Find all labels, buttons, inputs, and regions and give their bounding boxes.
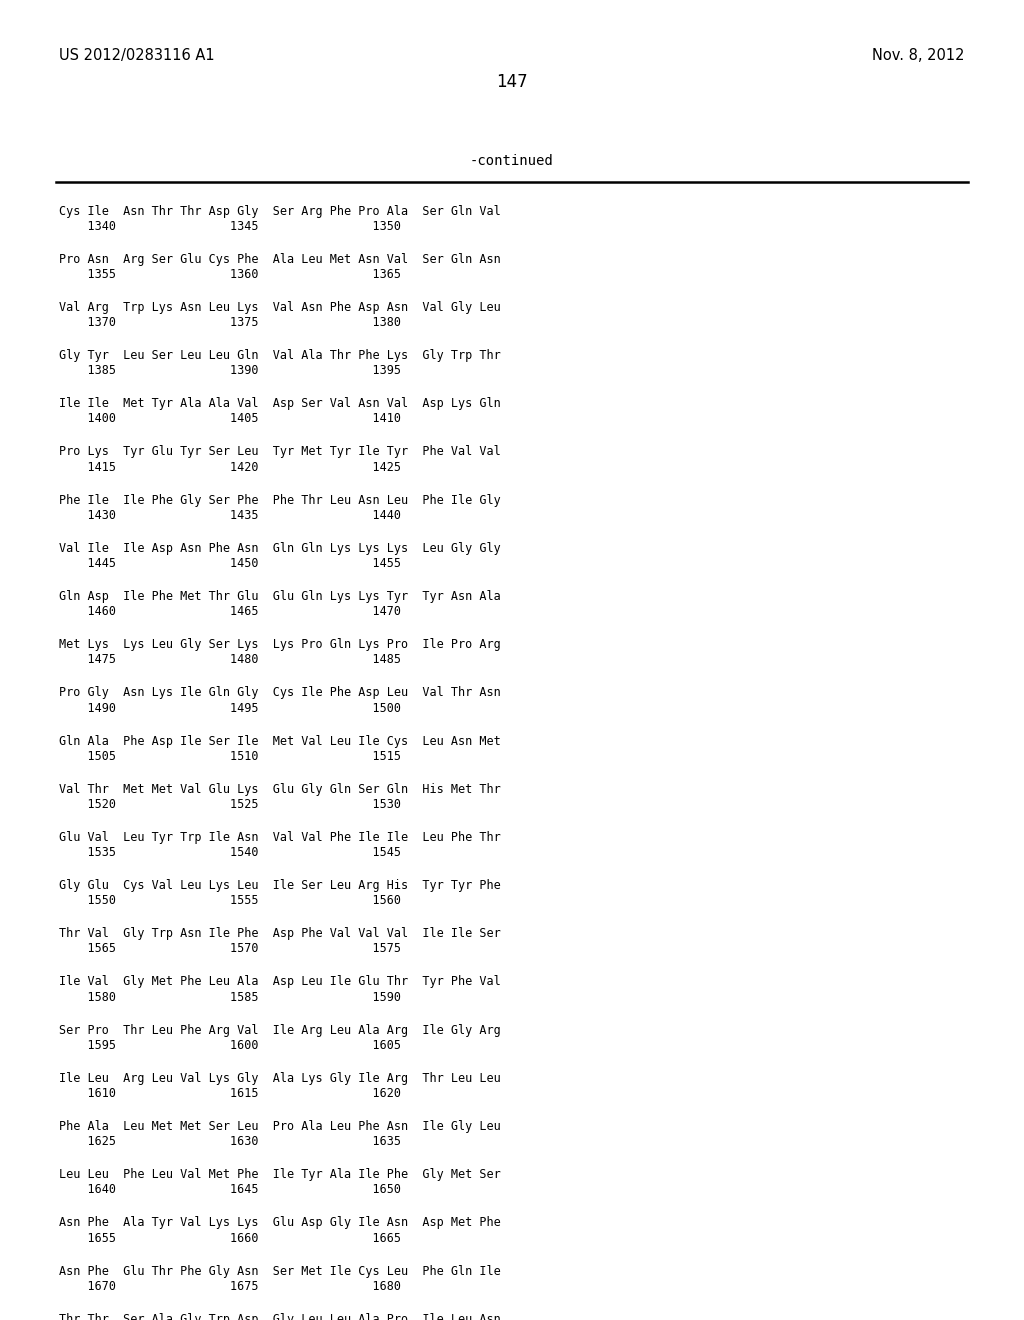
Text: 1460                1465                1470: 1460 1465 1470 (59, 605, 401, 618)
Text: Pro Gly  Asn Lys Ile Gln Gly  Cys Ile Phe Asp Leu  Val Thr Asn: Pro Gly Asn Lys Ile Gln Gly Cys Ile Phe … (59, 686, 501, 700)
Text: Ile Leu  Arg Leu Val Lys Gly  Ala Lys Gly Ile Arg  Thr Leu Leu: Ile Leu Arg Leu Val Lys Gly Ala Lys Gly … (59, 1072, 501, 1085)
Text: 1445                1450                1455: 1445 1450 1455 (59, 557, 401, 570)
Text: Asn Phe  Ala Tyr Val Lys Lys  Glu Asp Gly Ile Asn  Asp Met Phe: Asn Phe Ala Tyr Val Lys Lys Glu Asp Gly … (59, 1217, 501, 1229)
Text: 1355                1360                1365: 1355 1360 1365 (59, 268, 401, 281)
Text: Ser Pro  Thr Leu Phe Arg Val  Ile Arg Leu Ala Arg  Ile Gly Arg: Ser Pro Thr Leu Phe Arg Val Ile Arg Leu … (59, 1024, 501, 1036)
Text: US 2012/0283116 A1: US 2012/0283116 A1 (59, 48, 215, 63)
Text: Asn Phe  Glu Thr Phe Gly Asn  Ser Met Ile Cys Leu  Phe Gln Ile: Asn Phe Glu Thr Phe Gly Asn Ser Met Ile … (59, 1265, 501, 1278)
Text: Cys Ile  Asn Thr Thr Asp Gly  Ser Arg Phe Pro Ala  Ser Gln Val: Cys Ile Asn Thr Thr Asp Gly Ser Arg Phe … (59, 205, 501, 218)
Text: Phe Ile  Ile Phe Gly Ser Phe  Phe Thr Leu Asn Leu  Phe Ile Gly: Phe Ile Ile Phe Gly Ser Phe Phe Thr Leu … (59, 494, 501, 507)
Text: Phe Ala  Leu Met Met Ser Leu  Pro Ala Leu Phe Asn  Ile Gly Leu: Phe Ala Leu Met Met Ser Leu Pro Ala Leu … (59, 1119, 501, 1133)
Text: 1490                1495                1500: 1490 1495 1500 (59, 702, 401, 714)
Text: Ile Val  Gly Met Phe Leu Ala  Asp Leu Ile Glu Thr  Tyr Phe Val: Ile Val Gly Met Phe Leu Ala Asp Leu Ile … (59, 975, 501, 989)
Text: Gly Tyr  Leu Ser Leu Leu Gln  Val Ala Thr Phe Lys  Gly Trp Thr: Gly Tyr Leu Ser Leu Leu Gln Val Ala Thr … (59, 348, 501, 362)
Text: Ile Ile  Met Tyr Ala Ala Val  Asp Ser Val Asn Val  Asp Lys Gln: Ile Ile Met Tyr Ala Ala Val Asp Ser Val … (59, 397, 501, 411)
Text: Gln Ala  Phe Asp Ile Ser Ile  Met Val Leu Ile Cys  Leu Asn Met: Gln Ala Phe Asp Ile Ser Ile Met Val Leu … (59, 734, 501, 747)
Text: 1670                1675                1680: 1670 1675 1680 (59, 1279, 401, 1292)
Text: 1640                1645                1650: 1640 1645 1650 (59, 1183, 401, 1196)
Text: 1385                1390                1395: 1385 1390 1395 (59, 364, 401, 378)
Text: 1610                1615                1620: 1610 1615 1620 (59, 1086, 401, 1100)
Text: 1340                1345                1350: 1340 1345 1350 (59, 219, 401, 232)
Text: 1520                1525                1530: 1520 1525 1530 (59, 797, 401, 810)
Text: 1580                1585                1590: 1580 1585 1590 (59, 990, 401, 1003)
Text: Pro Asn  Arg Ser Glu Cys Phe  Ala Leu Met Asn Val  Ser Gln Asn: Pro Asn Arg Ser Glu Cys Phe Ala Leu Met … (59, 253, 501, 265)
Text: 1400                1405                1410: 1400 1405 1410 (59, 412, 401, 425)
Text: Gln Asp  Ile Phe Met Thr Glu  Glu Gln Lys Lys Tyr  Tyr Asn Ala: Gln Asp Ile Phe Met Thr Glu Glu Gln Lys … (59, 590, 501, 603)
Text: Val Arg  Trp Lys Asn Leu Lys  Val Asn Phe Asp Asn  Val Gly Leu: Val Arg Trp Lys Asn Leu Lys Val Asn Phe … (59, 301, 501, 314)
Text: Met Lys  Lys Leu Gly Ser Lys  Lys Pro Gln Lys Pro  Ile Pro Arg: Met Lys Lys Leu Gly Ser Lys Lys Pro Gln … (59, 639, 501, 651)
Text: 1565                1570                1575: 1565 1570 1575 (59, 942, 401, 956)
Text: Gly Glu  Cys Val Leu Lys Leu  Ile Ser Leu Arg His  Tyr Tyr Phe: Gly Glu Cys Val Leu Lys Leu Ile Ser Leu … (59, 879, 501, 892)
Text: 1655                1660                1665: 1655 1660 1665 (59, 1232, 401, 1245)
Text: 1370                1375                1380: 1370 1375 1380 (59, 315, 401, 329)
Text: 1550                1555                1560: 1550 1555 1560 (59, 895, 401, 907)
Text: -continued: -continued (470, 154, 554, 168)
Text: 1430                1435                1440: 1430 1435 1440 (59, 508, 401, 521)
Text: Nov. 8, 2012: Nov. 8, 2012 (872, 48, 965, 63)
Text: 1625                1630                1635: 1625 1630 1635 (59, 1135, 401, 1148)
Text: 147: 147 (497, 73, 527, 91)
Text: 1475                1480                1485: 1475 1480 1485 (59, 653, 401, 667)
Text: 1595                1600                1605: 1595 1600 1605 (59, 1039, 401, 1052)
Text: Val Ile  Ile Asp Asn Phe Asn  Gln Gln Lys Lys Lys  Leu Gly Gly: Val Ile Ile Asp Asn Phe Asn Gln Gln Lys … (59, 543, 501, 554)
Text: Thr Val  Gly Trp Asn Ile Phe  Asp Phe Val Val Val  Ile Ile Ser: Thr Val Gly Trp Asn Ile Phe Asp Phe Val … (59, 927, 501, 940)
Text: Thr Thr  Ser Ala Gly Trp Asp  Gly Leu Leu Ala Pro  Ile Leu Asn: Thr Thr Ser Ala Gly Trp Asp Gly Leu Leu … (59, 1312, 501, 1320)
Text: Val Thr  Met Met Val Glu Lys  Glu Gly Gln Ser Gln  His Met Thr: Val Thr Met Met Val Glu Lys Glu Gly Gln … (59, 783, 501, 796)
Text: 1535                1540                1545: 1535 1540 1545 (59, 846, 401, 859)
Text: Glu Val  Leu Tyr Trp Ile Asn  Val Val Phe Ile Ile  Leu Phe Thr: Glu Val Leu Tyr Trp Ile Asn Val Val Phe … (59, 832, 501, 843)
Text: 1505                1510                1515: 1505 1510 1515 (59, 750, 401, 763)
Text: Pro Lys  Tyr Glu Tyr Ser Leu  Tyr Met Tyr Ile Tyr  Phe Val Val: Pro Lys Tyr Glu Tyr Ser Leu Tyr Met Tyr … (59, 446, 501, 458)
Text: Leu Leu  Phe Leu Val Met Phe  Ile Tyr Ala Ile Phe  Gly Met Ser: Leu Leu Phe Leu Val Met Phe Ile Tyr Ala … (59, 1168, 501, 1181)
Text: 1415                1420                1425: 1415 1420 1425 (59, 461, 401, 474)
